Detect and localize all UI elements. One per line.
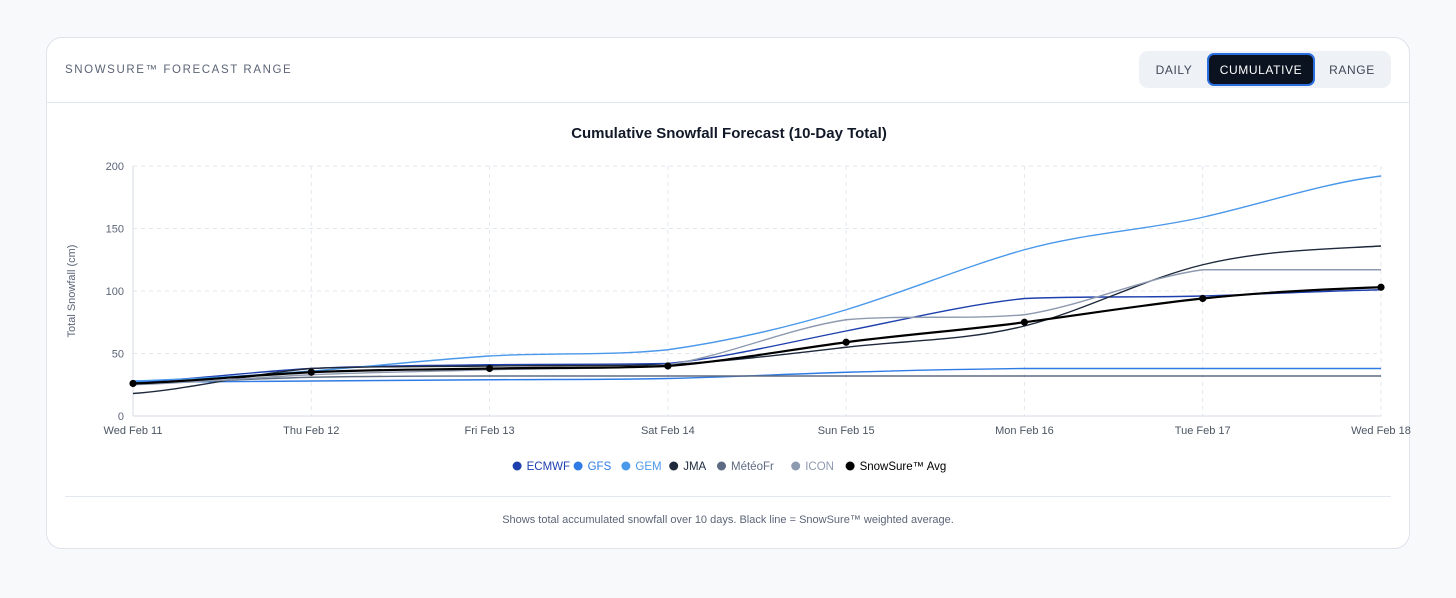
x-tick-label: Sat Feb 14 <box>641 425 695 437</box>
series-line-jma <box>132 245 1382 395</box>
y-tick-label: 150 <box>106 224 124 236</box>
cumulative-tab-button[interactable]: Cumulative <box>1207 53 1315 86</box>
data-point-snowsure-avg <box>1377 283 1385 291</box>
legend-label-ecmwf[interactable]: ECMWF <box>527 461 570 473</box>
snowfall-chart: Cumulative Snowfall Forecast (10-Day Tot… <box>66 125 1411 473</box>
x-tick-label: Tue Feb 17 <box>1175 425 1231 437</box>
legend-swatch-gem <box>621 461 631 471</box>
axes: 0 50 100 150 200 Wed Feb 11 Thu Feb 12 Fri Feb … <box>66 161 1411 437</box>
series-line-m-t-ofr <box>132 375 1381 385</box>
legend-label-gem[interactable]: GEM <box>635 461 661 473</box>
daily-tab-button[interactable]: Daily <box>1155 62 1193 77</box>
x-tick-label: Sun Feb 15 <box>818 425 875 437</box>
legend-swatch-gfs <box>573 461 583 471</box>
legend-label-jma[interactable]: JMA <box>683 461 706 473</box>
legend-swatch-jma <box>669 461 679 471</box>
data-point-snowsure-avg <box>485 364 494 373</box>
x-tick-label: Wed Feb 11 <box>104 425 163 437</box>
series-line-icon <box>132 269 1381 386</box>
data-point-snowsure-avg <box>307 368 315 376</box>
footnote: Shows total accumulated snowfall over 10… <box>502 514 954 526</box>
legend-swatch-ecmwf <box>512 461 522 471</box>
y-tick-label: 200 <box>106 161 124 173</box>
range-tab-button[interactable]: Range <box>1329 62 1375 77</box>
legend-swatch-m-t-ofr <box>717 461 726 471</box>
grid <box>132 165 1382 416</box>
data-point-snowsure-avg <box>1199 294 1207 303</box>
footer-divider <box>65 496 1391 497</box>
y-tick-label: 100 <box>106 286 124 298</box>
forecast-card: SnowSure™ Forecast Range Daily Cumulativ… <box>46 37 1411 549</box>
x-tick-label: Fri Feb 13 <box>465 425 515 437</box>
view-toggle: Daily Cumulative Range <box>1139 51 1391 88</box>
x-tick-label: Thu Feb 12 <box>283 425 339 437</box>
series-line-snowsure-avg <box>132 286 1382 385</box>
legend-swatch-snowsure-avg <box>845 461 855 471</box>
x-tick-label: Mon Feb 16 <box>995 425 1054 437</box>
series-lines <box>132 175 1382 395</box>
data-point-snowsure-avg <box>129 379 137 388</box>
legend-label-m-t-ofr[interactable]: MétéoFr <box>731 461 774 473</box>
series-line-gem <box>132 175 1382 382</box>
legend-swatch-icon <box>791 461 801 471</box>
y-tick-label: 0 <box>118 411 124 423</box>
legend-label-icon[interactable]: ICON <box>805 461 834 473</box>
y-tick-label: 50 <box>112 349 124 361</box>
card-header: SnowSure™ Forecast Range Daily Cumulativ… <box>47 38 1409 103</box>
data-point-snowsure-avg <box>664 362 672 370</box>
legend-label-gfs[interactable]: GFS <box>588 461 612 473</box>
data-point-snowsure-avg <box>842 338 850 346</box>
y-axis-title: Total Snowfall (cm) <box>66 245 78 338</box>
avg-markers <box>129 283 1385 388</box>
legend-label-snowsure-avg[interactable]: SnowSure™ Avg <box>860 461 947 473</box>
data-point-snowsure-avg <box>1020 318 1029 326</box>
x-tick-label: Wed Feb 18 <box>1351 425 1411 437</box>
legend: ECMWF GFS GEM JMA MétéoFr ICON SnowSure™ Avg <box>512 461 947 473</box>
card-title: SnowSure™ Forecast Range <box>65 64 293 76</box>
chart-title: Cumulative Snowfall Forecast (10-Day Tot… <box>571 125 887 142</box>
